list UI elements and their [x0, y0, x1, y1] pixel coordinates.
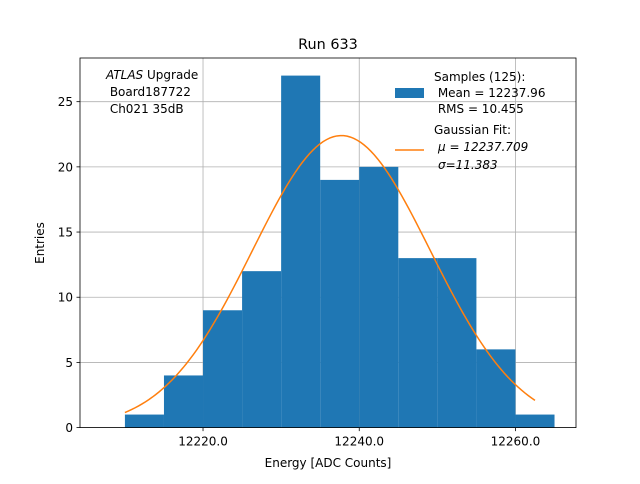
y-tick-label-3: 15	[58, 226, 73, 240]
annotation-atlas: ATLAS	[105, 68, 144, 82]
histogram-bar-3	[242, 271, 282, 428]
annotation-channel: Ch021 35dB	[106, 102, 184, 116]
legend-rms-label: RMS = 10.455	[434, 102, 524, 116]
legend-histogram-patch	[395, 88, 424, 98]
y-axis-label: Entries	[33, 222, 47, 264]
histogram-bar-0	[124, 414, 164, 428]
svg-text:ATLAS Upgrade: ATLAS Upgrade	[105, 68, 198, 82]
y-tick-label-5: 25	[58, 95, 73, 109]
x-axis-label: Energy [ADC Counts]	[265, 456, 392, 470]
y-tick-label-0: 0	[65, 421, 73, 435]
histogram-bar-8	[437, 258, 477, 428]
histogram-bar-5	[320, 179, 360, 428]
gaussian-fit-curve	[124, 134, 536, 414]
axes-frame	[79, 57, 577, 429]
legend-mean-label: Mean = 12237.96	[434, 86, 545, 100]
x-tick-label-1: 12240.0	[334, 435, 384, 449]
legend-samples-label: Samples (125):	[434, 70, 525, 84]
x-axis-ticks: 12220.0 12240.0 12260.0	[178, 427, 541, 449]
x-tick-label-2: 12260.0	[491, 435, 541, 449]
legend-gaussian-label: Gaussian Fit:	[434, 123, 511, 137]
histogram-bar-10	[515, 414, 555, 428]
y-tick-label-4: 20	[58, 160, 73, 174]
histogram-bar-7	[398, 258, 438, 428]
histogram-bar-1	[163, 375, 204, 428]
legend: Samples (125): Mean = 12237.96 RMS = 10.…	[395, 70, 545, 172]
annotation-board: Board187722	[106, 85, 191, 99]
y-tick-label-2: 10	[58, 291, 73, 305]
x-tick-label-0: 12220.0	[178, 435, 228, 449]
chart-title: Run 633	[298, 37, 358, 53]
histogram-bar-6	[359, 166, 399, 428]
legend-mu-label: μ = 12237.709	[437, 140, 528, 154]
histogram-bar-4	[281, 75, 321, 428]
histogram-bar-2	[203, 310, 243, 428]
annotation-upgrade: Upgrade	[143, 68, 198, 82]
y-tick-label-1: 5	[65, 356, 73, 370]
legend-sigma-label: σ=11.383	[438, 158, 498, 172]
atlas-annotation: ATLAS Upgrade Board187722 Ch021 35dB	[105, 68, 198, 116]
histogram-bar-9	[476, 349, 516, 428]
y-axis-ticks: 0 5 10 15 20 25	[58, 95, 80, 435]
